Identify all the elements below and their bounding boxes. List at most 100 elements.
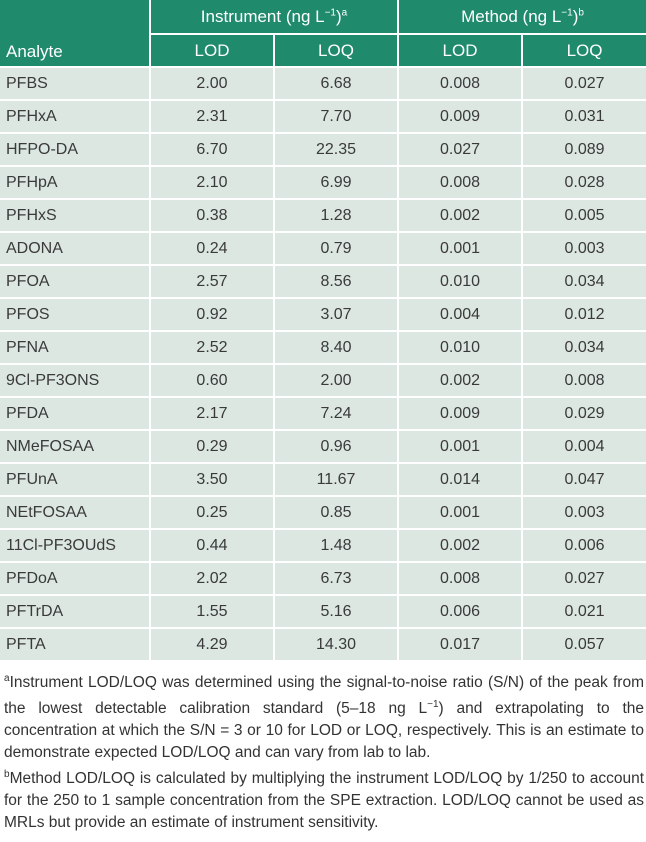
method-lod-cell: 0.010 [397,330,524,365]
instrument-loq-cell: 11.67 [272,462,400,497]
analyte-cell: ADONA [0,231,151,266]
method-lod-cell: 0.006 [397,594,524,629]
method-lod-cell: 0.004 [397,297,524,332]
method-loq-cell: 0.005 [521,198,646,233]
lod-loq-table: Analyte Instrument (ng L−1)a Method (ng … [0,0,646,662]
method-lod-cell: 0.017 [397,627,524,662]
instrument-lod-header: LOD [149,34,275,68]
instrument-header: Instrument (ng L−1)a [148,0,400,35]
instrument-lod-cell: 2.02 [149,561,275,596]
method-loq-cell: 0.008 [521,363,646,398]
analyte-header: Analyte [0,0,151,68]
instrument-loq-header: LOQ [272,34,400,68]
table-row: ADONA 0.24 0.79 0.001 0.003 [0,231,646,266]
method-loq-cell: 0.031 [521,99,646,134]
instrument-lod-cell: 0.44 [149,528,275,563]
method-lod-cell: 0.027 [397,132,524,167]
analyte-cell: PFDoA [0,561,151,596]
method-loq-cell: 0.028 [521,165,646,200]
table-row: PFOA 2.57 8.56 0.010 0.034 [0,264,646,299]
instrument-lod-cell: 3.50 [149,462,275,497]
method-loq-cell: 0.047 [521,462,646,497]
method-loq-cell: 0.034 [521,330,646,365]
method-lod-cell: 0.014 [397,462,524,497]
instrument-loq-cell: 22.35 [272,132,400,167]
instrument-loq-cell: 6.73 [272,561,400,596]
method-lod-cell: 0.002 [397,363,524,398]
table-row: PFOS 0.92 3.07 0.004 0.012 [0,297,646,332]
method-lod-cell: 0.010 [397,264,524,299]
method-loq-cell: 0.004 [521,429,646,464]
instrument-loq-cell: 1.48 [272,528,400,563]
instrument-loq-cell: 0.85 [272,495,400,530]
method-lod-cell: 0.002 [397,198,524,233]
method-lod-cell: 0.009 [397,396,524,431]
instrument-loq-cell: 14.30 [272,627,400,662]
instrument-loq-cell: 5.16 [272,594,400,629]
instrument-lod-cell: 0.29 [149,429,275,464]
analyte-cell: PFBS [0,66,151,101]
analyte-cell: NMeFOSAA [0,429,151,464]
method-lod-cell: 0.001 [397,495,524,530]
analyte-cell: 9Cl-PF3ONS [0,363,151,398]
method-loq-cell: 0.034 [521,264,646,299]
method-lod-cell: 0.008 [397,66,524,101]
footnote-a: aInstrument LOD/LOQ was determined using… [4,673,644,762]
method-lod-cell: 0.009 [397,99,524,134]
instrument-lod-cell: 1.55 [149,594,275,629]
instrument-lod-cell: 0.38 [149,198,275,233]
method-loq-cell: 0.027 [521,561,646,596]
method-lod-header: LOD [397,34,524,68]
instrument-loq-cell: 0.79 [272,231,400,266]
instrument-loq-cell: 0.96 [272,429,400,464]
method-header: Method (ng L−1)b [397,0,646,35]
footnotes: aInstrument LOD/LOQ was determined using… [0,662,646,834]
table-row: NEtFOSAA 0.25 0.85 0.001 0.003 [0,495,646,530]
analyte-cell: PFNA [0,330,151,365]
table-row: PFTA 4.29 14.30 0.017 0.057 [0,627,646,662]
instrument-loq-cell: 6.99 [272,165,400,200]
instrument-loq-cell: 2.00 [272,363,400,398]
instrument-lod-cell: 2.10 [149,165,275,200]
analyte-cell: PFHxA [0,99,151,134]
method-loq-cell: 0.012 [521,297,646,332]
header-sub-row: LOD LOQ LOD LOQ [0,34,646,68]
instrument-loq-cell: 7.24 [272,396,400,431]
instrument-loq-cell: 6.68 [272,66,400,101]
table-row: PFTrDA 1.55 5.16 0.006 0.021 [0,594,646,629]
header-group-row: Analyte Instrument (ng L−1)a Method (ng … [0,0,646,68]
table-row: PFHxA 2.31 7.70 0.009 0.031 [0,99,646,134]
method-loq-cell: 0.027 [521,66,646,101]
method-loq-cell: 0.089 [521,132,646,167]
analyte-cell: 11Cl-PF3OUdS [0,528,151,563]
analyte-cell: HFPO-DA [0,132,151,167]
method-loq-cell: 0.003 [521,495,646,530]
method-loq-cell: 0.057 [521,627,646,662]
instrument-lod-cell: 0.24 [149,231,275,266]
instrument-lod-cell: 2.52 [149,330,275,365]
instrument-lod-cell: 2.00 [149,66,275,101]
instrument-loq-cell: 8.56 [272,264,400,299]
instrument-lod-cell: 2.57 [149,264,275,299]
method-lod-cell: 0.001 [397,231,524,266]
table-row: HFPO-DA 6.70 22.35 0.027 0.089 [0,132,646,167]
instrument-lod-cell: 2.31 [149,99,275,134]
method-lod-cell: 0.001 [397,429,524,464]
instrument-loq-cell: 3.07 [272,297,400,332]
table-row: PFUnA 3.50 11.67 0.014 0.047 [0,462,646,497]
method-loq-cell: 0.021 [521,594,646,629]
instrument-lod-cell: 0.92 [149,297,275,332]
analyte-cell: PFUnA [0,462,151,497]
table-row: PFHxS 0.38 1.28 0.002 0.005 [0,198,646,233]
instrument-lod-cell: 4.29 [149,627,275,662]
method-loq-cell: 0.006 [521,528,646,563]
instrument-loq-cell: 1.28 [272,198,400,233]
instrument-lod-cell: 2.17 [149,396,275,431]
table-row: PFHpA 2.10 6.99 0.008 0.028 [0,165,646,200]
method-loq-header: LOQ [521,34,646,68]
analyte-cell: PFHpA [0,165,151,200]
instrument-loq-cell: 8.40 [272,330,400,365]
method-lod-cell: 0.002 [397,528,524,563]
analyte-cell: PFTrDA [0,594,151,629]
analyte-cell: PFDA [0,396,151,431]
